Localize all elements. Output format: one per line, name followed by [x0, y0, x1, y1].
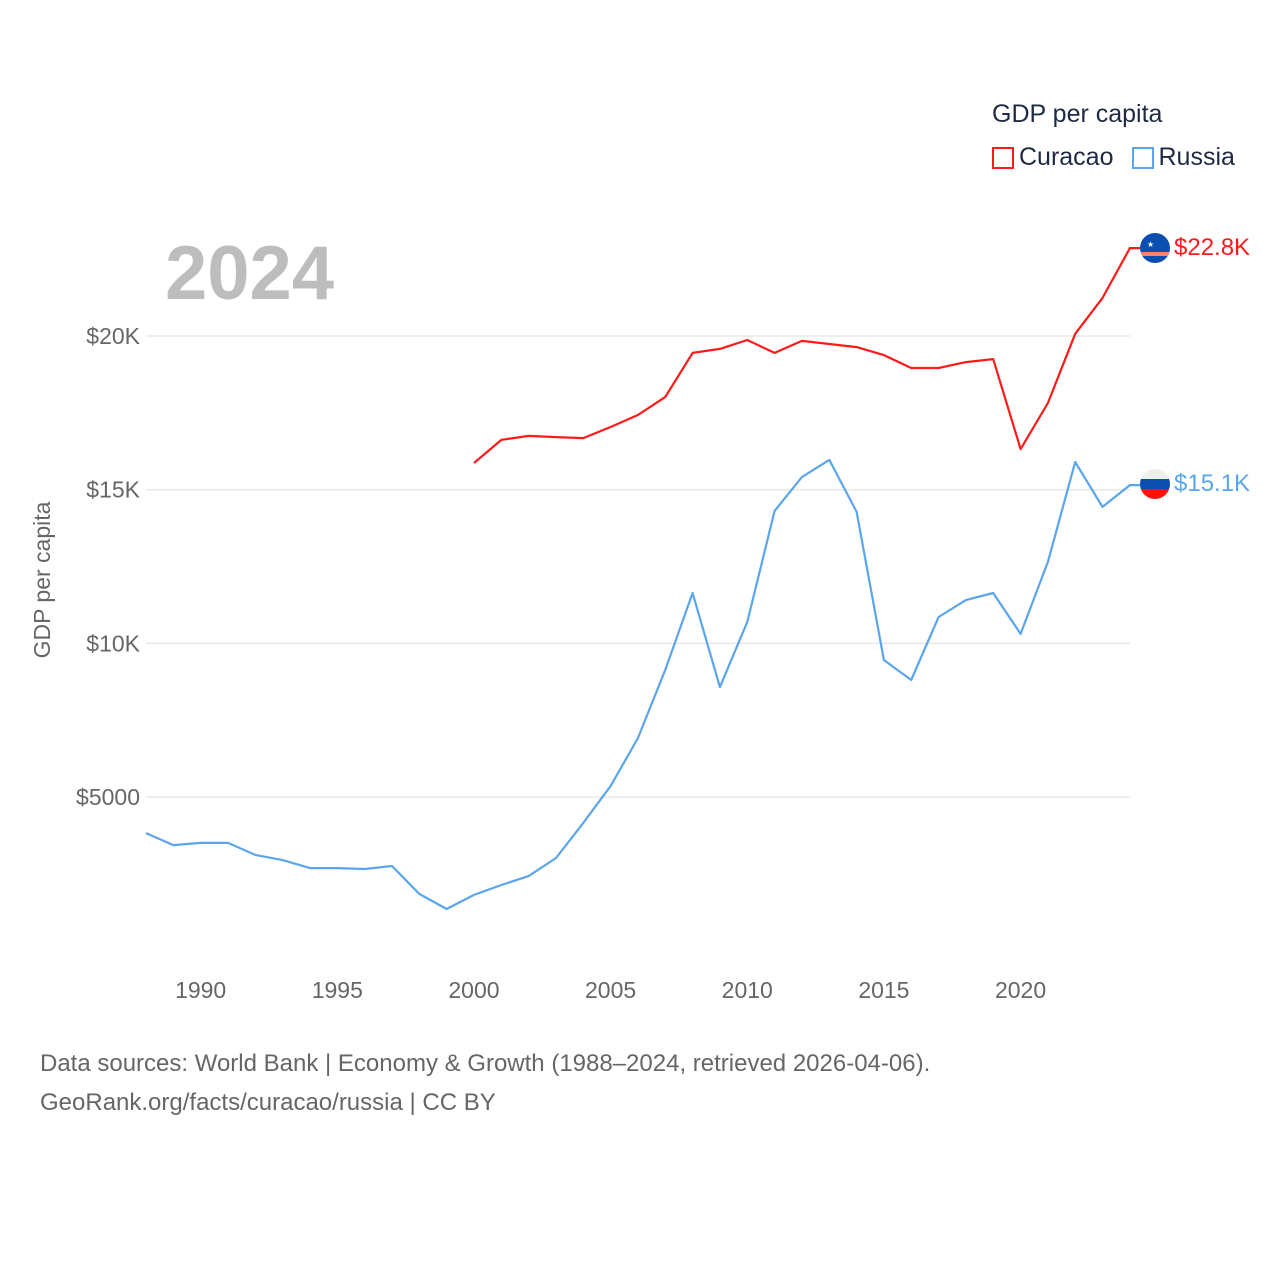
source-line-1: Data sources: World Bank | Economy & Gro…: [40, 1050, 931, 1077]
x-tick-label: 2010: [722, 977, 773, 1003]
source-line-2[interactable]: GeoRank.org/facts/curacao/russia | CC BY: [40, 1089, 496, 1116]
legend-label-curacao: Curacao: [1019, 143, 1114, 171]
source-note: Data sources: World Bank | Economy & Gro…: [40, 1044, 930, 1122]
legend: Curacao Russia: [992, 143, 1235, 172]
x-tick-label: 1995: [312, 977, 363, 1003]
legend-swatch-russia: [1131, 146, 1154, 169]
y-tick-label: $20K: [86, 323, 140, 349]
end-label-russia: $15.1K: [1174, 470, 1250, 497]
flag-russia: [1140, 469, 1170, 499]
legend-swatch-curacao: [992, 146, 1014, 169]
y-tick-label: $15K: [86, 477, 140, 503]
svg-text:★: ★: [1147, 240, 1154, 249]
x-tick-label: 2000: [448, 977, 499, 1003]
x-tick-label: 1990: [175, 977, 226, 1003]
x-tick-label: 2020: [995, 977, 1046, 1003]
legend-item-curacao[interactable]: Curacao: [992, 143, 1114, 172]
x-tick-label: 2005: [585, 977, 636, 1003]
legend-label-russia: Russia: [1158, 143, 1235, 171]
y-tick-label: $10K: [86, 630, 140, 656]
series-line-russia: [145, 458, 1140, 911]
x-tick-label: 2015: [858, 977, 909, 1003]
current-year-label: 2024: [165, 231, 335, 316]
y-tick-label: $5000: [76, 784, 140, 810]
legend-title: GDP per capita: [992, 100, 1163, 128]
y-axis-label: GDP per capita: [29, 501, 55, 658]
series-line-curacao: [473, 247, 1140, 464]
flag-curacao: ★: [1140, 233, 1170, 263]
end-label-curacao: $22.8K: [1174, 234, 1250, 261]
legend-item-russia[interactable]: Russia: [1131, 143, 1235, 172]
